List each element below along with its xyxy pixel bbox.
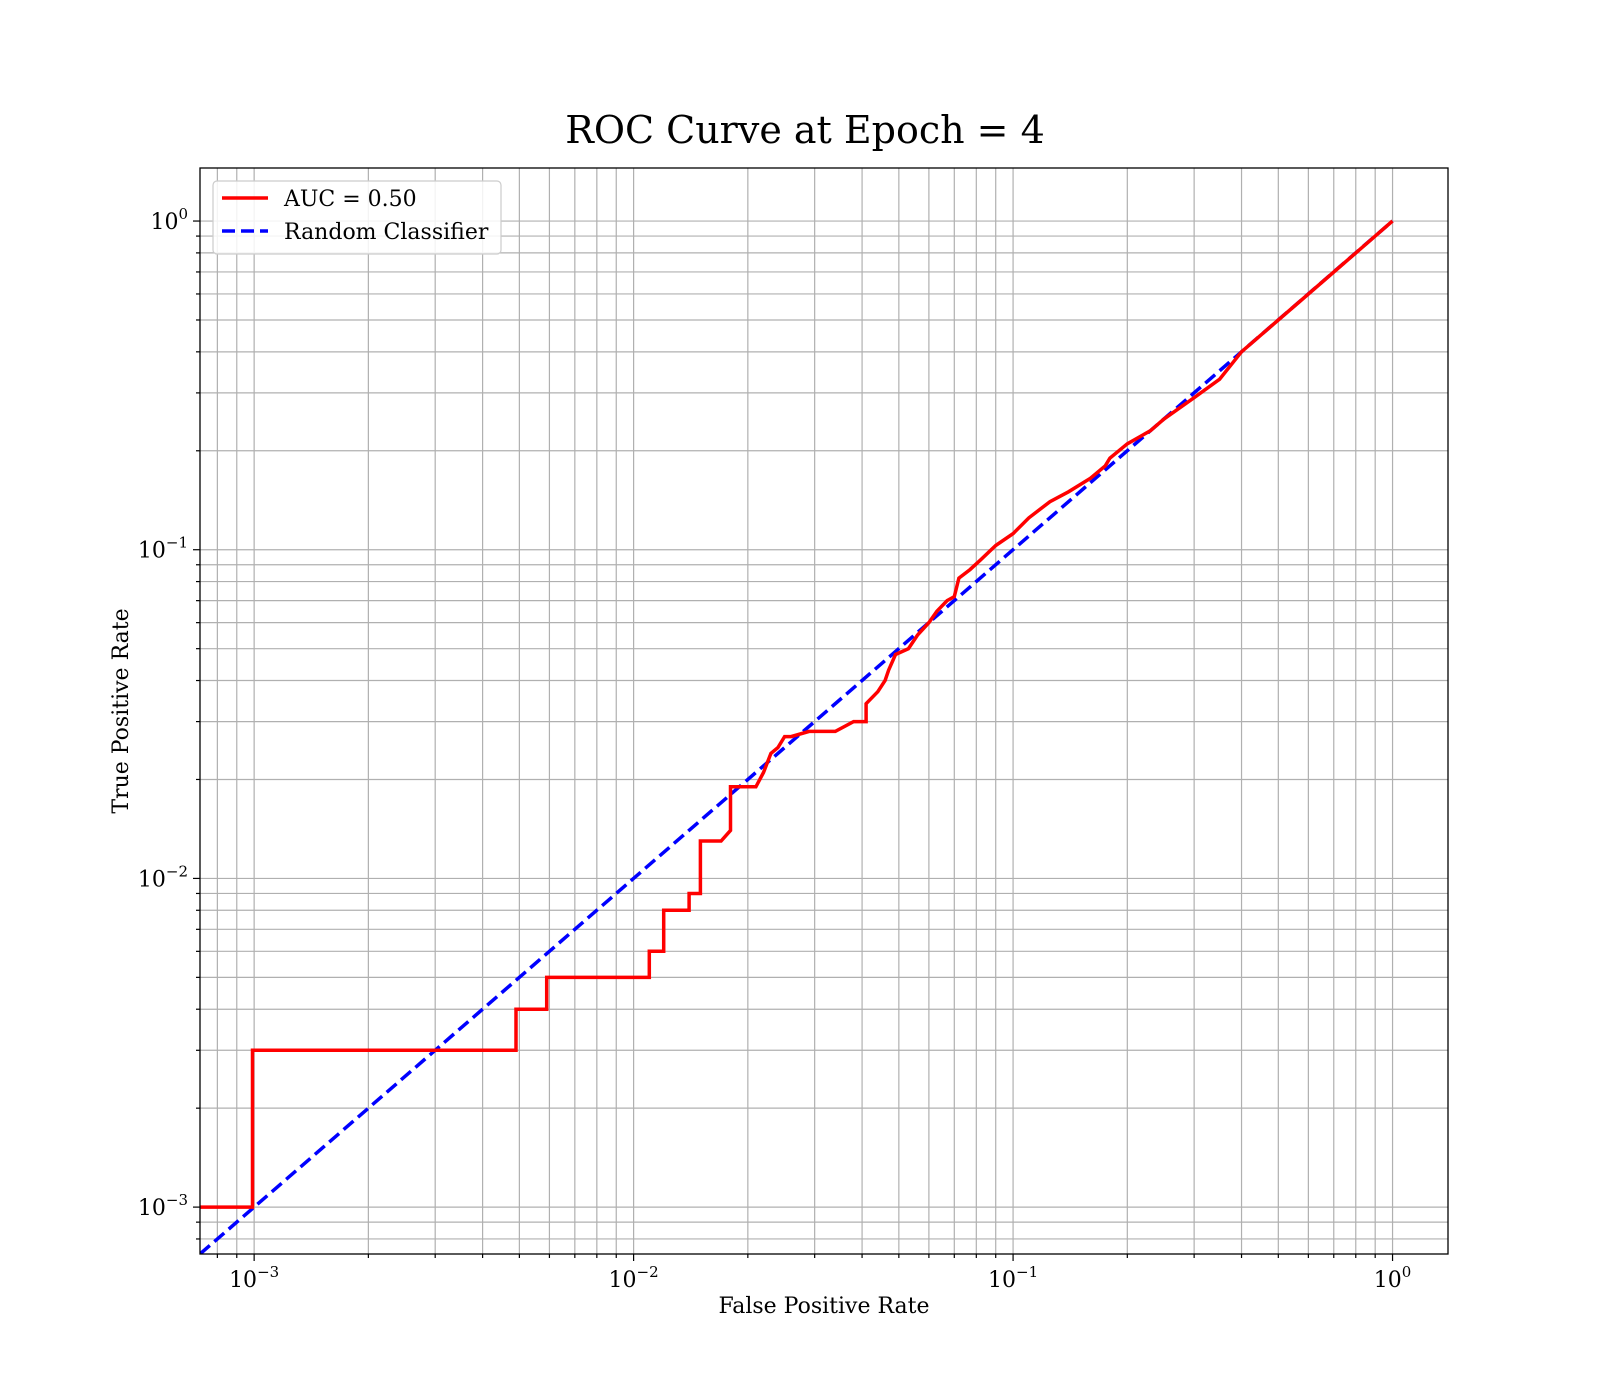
roc-curve-line <box>200 219 1394 1209</box>
x-tick-label: 10−2 <box>609 1263 659 1293</box>
y-axis-label: True Positive Rate <box>109 608 134 813</box>
legend: AUC = 0.50 Random Classifier <box>212 180 502 255</box>
chart-title: ROC Curve at Epoch = 4 <box>565 108 1045 152</box>
random-classifier-line <box>200 219 1394 1254</box>
plot-area-frame <box>199 167 1449 1255</box>
y-tick-label: 10−3 <box>138 1191 188 1221</box>
series <box>200 219 1394 1254</box>
grid <box>200 168 1448 1254</box>
x-axis-ticks: 10−3 10−2 10−1 100 <box>216 1254 1412 1293</box>
x-axis-label: False Positive Rate <box>718 1294 929 1319</box>
x-tick-label: 10−1 <box>988 1263 1038 1293</box>
x-tick-label: 10−3 <box>229 1263 279 1293</box>
legend-label-random: Random Classifier <box>284 220 489 245</box>
y-tick-label: 10−1 <box>138 534 188 564</box>
y-axis-ticks: 10−3 10−2 10−1 100 <box>138 205 200 1240</box>
x-tick-label: 100 <box>1374 1263 1412 1293</box>
legend-label-auc: AUC = 0.50 <box>283 187 417 212</box>
legend-box <box>212 180 502 255</box>
y-tick-label: 100 <box>150 205 188 235</box>
y-tick-label: 10−2 <box>138 862 188 892</box>
